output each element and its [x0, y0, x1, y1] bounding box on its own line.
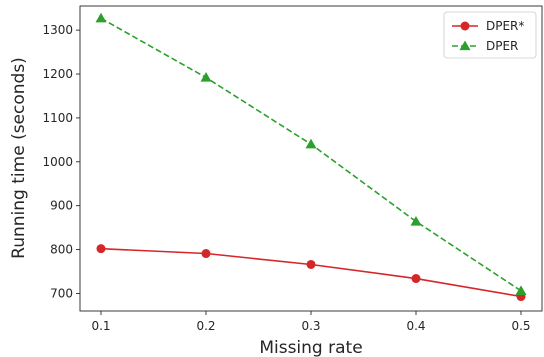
series-dper-group: [95, 12, 527, 295]
y-tick-label: 900: [50, 199, 73, 213]
legend-label: DPER*: [486, 19, 524, 33]
y-tick-label: 1100: [42, 111, 73, 125]
y-axis-ticks: 700 800 900 1000 1100 1200 1300: [42, 23, 80, 300]
x-axis-ticks: 0.1 0.2 0.3 0.4 0.5: [91, 311, 531, 333]
y-tick-label: 700: [50, 286, 73, 300]
data-point: [305, 138, 317, 149]
data-point: [410, 215, 422, 226]
x-tick-label: 0.1: [91, 319, 110, 333]
y-tick-label: 800: [50, 243, 73, 257]
legend-label: DPER: [486, 39, 518, 53]
y-axis-label: Running time (seconds): [9, 57, 29, 259]
legend-marker: [460, 21, 470, 31]
data-point: [96, 244, 106, 254]
x-tick-label: 0.5: [511, 319, 530, 333]
series-layer: [95, 12, 527, 302]
data-point: [515, 285, 527, 295]
legend-marker: [459, 40, 471, 51]
x-tick-label: 0.3: [301, 319, 320, 333]
y-tick-label: 1200: [42, 67, 73, 81]
data-point: [306, 259, 316, 269]
data-point: [200, 72, 212, 82]
x-tick-label: 0.2: [196, 319, 215, 333]
data-point: [411, 274, 421, 284]
y-tick-label: 1000: [42, 155, 73, 169]
data-point: [95, 12, 107, 23]
y-tick-label: 1300: [42, 23, 73, 37]
legend: DPER* DPER: [443, 11, 537, 59]
x-axis-label: Missing rate: [259, 338, 362, 357]
x-tick-label: 0.4: [406, 319, 425, 333]
data-point: [201, 249, 211, 259]
